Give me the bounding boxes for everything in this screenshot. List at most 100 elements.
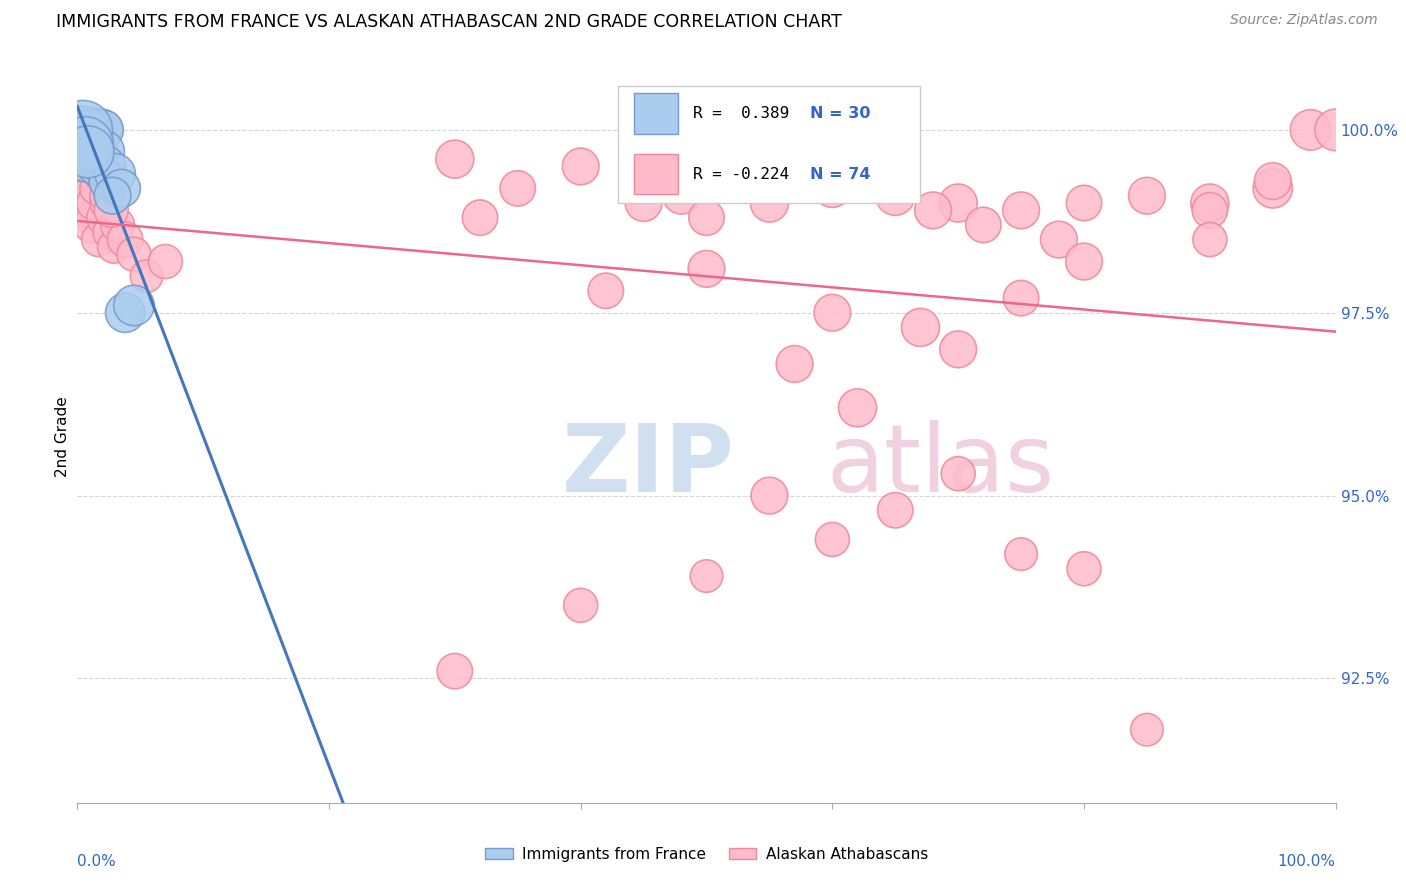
Point	[696, 261, 718, 276]
Point	[671, 188, 693, 202]
Point	[89, 145, 111, 159]
Point	[82, 130, 104, 145]
Point	[75, 137, 97, 152]
Point	[91, 167, 114, 181]
Text: atlas: atlas	[827, 420, 1054, 512]
Point	[82, 211, 104, 225]
Point	[821, 533, 844, 547]
Point	[72, 174, 94, 188]
Point	[595, 284, 617, 298]
Point	[1010, 547, 1032, 561]
Text: Source: ZipAtlas.com: Source: ZipAtlas.com	[1230, 13, 1378, 28]
Point	[1136, 188, 1159, 202]
Point	[69, 130, 91, 145]
Point	[633, 196, 655, 211]
Point	[104, 167, 127, 181]
Point	[94, 160, 117, 174]
Point	[821, 181, 844, 195]
Point	[79, 137, 101, 152]
Point	[75, 123, 97, 137]
Point	[1073, 254, 1095, 268]
Point	[758, 196, 780, 211]
Point	[72, 137, 94, 152]
Point	[1198, 203, 1220, 218]
Text: ZIP: ZIP	[562, 420, 735, 512]
Point	[884, 188, 907, 202]
Point	[89, 152, 111, 166]
Point	[569, 160, 592, 174]
Point	[103, 240, 125, 254]
Point	[444, 152, 467, 166]
Point	[1010, 291, 1032, 305]
Point	[948, 467, 970, 481]
Point	[948, 343, 970, 357]
Text: N = 30: N = 30	[810, 106, 870, 121]
Point	[86, 160, 108, 174]
FancyBboxPatch shape	[634, 154, 678, 194]
Point	[1198, 196, 1220, 211]
Point	[846, 401, 869, 415]
Point	[72, 152, 94, 166]
Point	[90, 167, 112, 181]
Point	[114, 306, 136, 320]
Point	[84, 181, 107, 195]
Point	[468, 211, 491, 225]
Point	[75, 188, 97, 202]
Point	[155, 254, 177, 268]
Point	[84, 123, 107, 137]
Y-axis label: 2nd Grade: 2nd Grade	[55, 397, 70, 477]
Point	[70, 152, 93, 166]
Point	[69, 137, 91, 152]
Point	[97, 174, 120, 188]
Point	[1073, 562, 1095, 576]
Point	[135, 269, 157, 284]
Point	[90, 123, 112, 137]
Point	[91, 145, 114, 159]
Point	[72, 123, 94, 137]
Point	[100, 203, 122, 218]
Point	[84, 174, 107, 188]
FancyBboxPatch shape	[634, 94, 678, 134]
Point	[96, 188, 118, 202]
Text: IMMIGRANTS FROM FRANCE VS ALASKAN ATHABASCAN 2ND GRADE CORRELATION CHART: IMMIGRANTS FROM FRANCE VS ALASKAN ATHABA…	[56, 13, 842, 31]
Point	[821, 306, 844, 320]
Point	[98, 225, 121, 239]
Text: R =  0.389: R = 0.389	[693, 106, 789, 121]
Point	[922, 203, 945, 218]
Point	[76, 152, 98, 166]
Point	[96, 196, 118, 211]
Point	[758, 489, 780, 503]
Text: R = -0.224: R = -0.224	[693, 167, 789, 182]
Point	[1198, 233, 1220, 247]
Point	[79, 196, 101, 211]
Point	[83, 196, 105, 211]
Point	[696, 569, 718, 583]
Text: 0.0%: 0.0%	[77, 854, 117, 869]
Point	[80, 218, 103, 232]
Point	[972, 218, 994, 232]
Point	[77, 203, 100, 218]
Point	[87, 233, 110, 247]
Point	[122, 298, 145, 312]
Point	[1047, 233, 1070, 247]
Point	[910, 320, 932, 334]
Point	[122, 247, 145, 261]
Point	[83, 123, 105, 137]
Point	[1010, 203, 1032, 218]
Point	[76, 181, 98, 195]
Point	[783, 357, 806, 371]
Point	[658, 174, 681, 188]
Point	[1136, 723, 1159, 737]
Point	[1073, 196, 1095, 211]
Point	[87, 123, 110, 137]
Point	[569, 599, 592, 613]
Point	[73, 145, 96, 159]
Point	[84, 145, 107, 159]
Point	[114, 233, 136, 247]
Point	[73, 167, 96, 181]
Point	[93, 123, 115, 137]
Point	[77, 123, 100, 137]
Text: N = 74: N = 74	[810, 167, 870, 182]
Point	[86, 160, 108, 174]
Point	[1324, 123, 1347, 137]
